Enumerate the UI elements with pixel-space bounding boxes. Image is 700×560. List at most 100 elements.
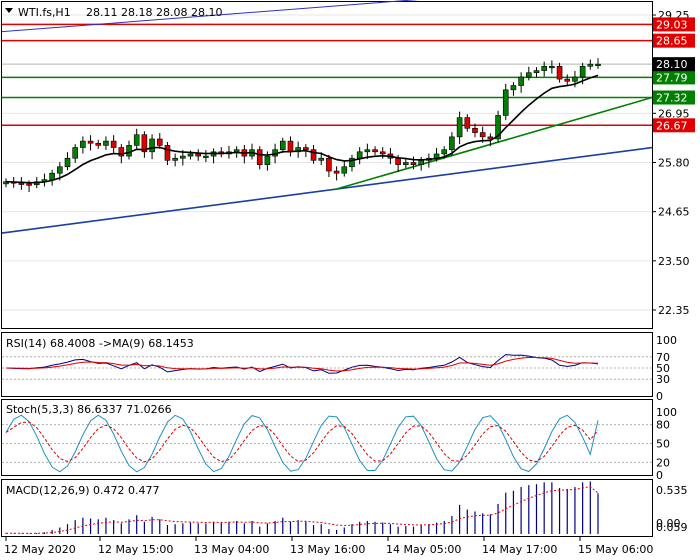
candle-body: [479, 132, 486, 138]
candle-body: [187, 153, 194, 157]
candle-body: [341, 166, 348, 174]
candle-body: [110, 140, 117, 148]
candle-body: [579, 66, 586, 78]
trendline-green[interactable]: [336, 96, 653, 190]
candle-body: [510, 85, 517, 91]
level-tag-label: 29.03: [656, 18, 688, 31]
level-tag: [653, 70, 695, 85]
candle-body: [418, 160, 424, 165]
candle-body: [256, 149, 263, 165]
candle-body: [326, 157, 332, 172]
candle-body: [18, 182, 25, 185]
candle-body: [180, 155, 186, 159]
macd-panel: [1, 479, 653, 537]
price-gridlines: [2, 14, 652, 311]
price-tick-label: 25.80: [658, 157, 690, 170]
stoch-tick-label: 0: [656, 469, 663, 482]
time-tick-label: 12 May 2020: [4, 543, 76, 556]
stoch-levels: [2, 424, 652, 463]
candle-body: [318, 157, 325, 161]
candle-body: [72, 147, 78, 159]
candle-body: [410, 162, 417, 165]
candle-body: [456, 117, 463, 138]
candle-body: [310, 149, 317, 161]
price-tick-label: 23.50: [658, 255, 690, 268]
rsi-ma-line: [5, 357, 599, 372]
horizontal-levels: [2, 23, 652, 127]
price-tick-label: 26.95: [658, 107, 690, 120]
candle-body: [395, 157, 401, 165]
candle-body: [487, 136, 494, 140]
time-tick-label: 13 May 04:00: [194, 543, 269, 556]
candle-body: [556, 66, 563, 80]
stoch-panel: [1, 399, 653, 476]
price-tick-label: 22.35: [658, 304, 690, 317]
time-tick-label: 14 May 05:00: [386, 543, 461, 556]
level-tag: [653, 17, 695, 32]
candle-body: [149, 138, 155, 153]
level-tags: 29.03 28.65 27.79 27.32 26.67 28.10: [653, 17, 695, 133]
current-price-tag: [653, 57, 695, 72]
candle-body: [26, 183, 32, 186]
candle-body: [233, 149, 240, 153]
candle-body: [464, 117, 471, 129]
time-tick-label: 14 May 17:00: [482, 543, 557, 556]
candle-body: [402, 162, 409, 165]
collapse-arrow-icon[interactable]: [5, 8, 13, 13]
candle-body: [356, 151, 363, 159]
candle-body: [49, 172, 55, 180]
time-tick-label: 12 May 15:00: [98, 543, 173, 556]
stoch-d-line: [5, 421, 599, 463]
candle-body: [64, 157, 71, 168]
rsi-tick-label: 0: [656, 390, 663, 403]
candle-body: [533, 70, 540, 74]
candle-body: [587, 63, 594, 67]
candle-body: [349, 157, 355, 168]
moving-average-line: [5, 74, 599, 184]
candle-body: [303, 147, 309, 150]
candle-body: [133, 134, 140, 146]
candlesticks: [3, 58, 601, 192]
candle-body: [57, 166, 63, 174]
trendline-blue[interactable]: [1, 146, 653, 234]
candle-body: [95, 142, 102, 146]
candle-body: [172, 157, 178, 161]
rsi-line: [5, 354, 599, 374]
candle-body: [595, 63, 601, 66]
candle-body: [495, 115, 501, 140]
candle-body: [441, 149, 448, 155]
candle-body: [364, 149, 371, 153]
level-tag: [653, 33, 695, 48]
candle-body: [379, 151, 386, 155]
rsi-panel: [1, 332, 653, 397]
candle-body: [80, 140, 86, 148]
stoch-tick-label: 80: [656, 419, 670, 432]
candle-body: [518, 76, 524, 86]
rsi-tick-label: 70: [656, 351, 670, 364]
trendline-navy[interactable]: [1, 0, 467, 33]
candle-body: [333, 170, 340, 174]
rsi-tick-label: 100: [656, 334, 677, 347]
macd-tick-label: 0.535: [656, 484, 688, 497]
stoch-tick-label: 20: [656, 456, 670, 469]
candle-body: [156, 138, 163, 146]
rsi-header: RSI(14) 68.4008 ->MA(9) 68.1453: [6, 337, 194, 350]
symbol-label: WTI.fs,H1: [18, 6, 71, 19]
time-tick-label: 15 May 06:00: [578, 543, 653, 556]
candle-body: [449, 136, 455, 150]
macd-signal-line: [5, 486, 599, 534]
stoch-header: Stoch(5,3,3) 86.6337 71.0266: [6, 403, 172, 416]
candle-body: [372, 149, 378, 153]
level-tag-label: 27.32: [656, 92, 688, 105]
level-tag: [653, 118, 695, 133]
current-price-label: 28.10: [656, 58, 688, 71]
rsi-tick-label: 50: [656, 362, 670, 375]
candle-body: [541, 66, 547, 71]
trendlines: [1, 0, 653, 234]
level-tag-label: 28.65: [656, 35, 688, 48]
candle-body: [472, 127, 478, 133]
